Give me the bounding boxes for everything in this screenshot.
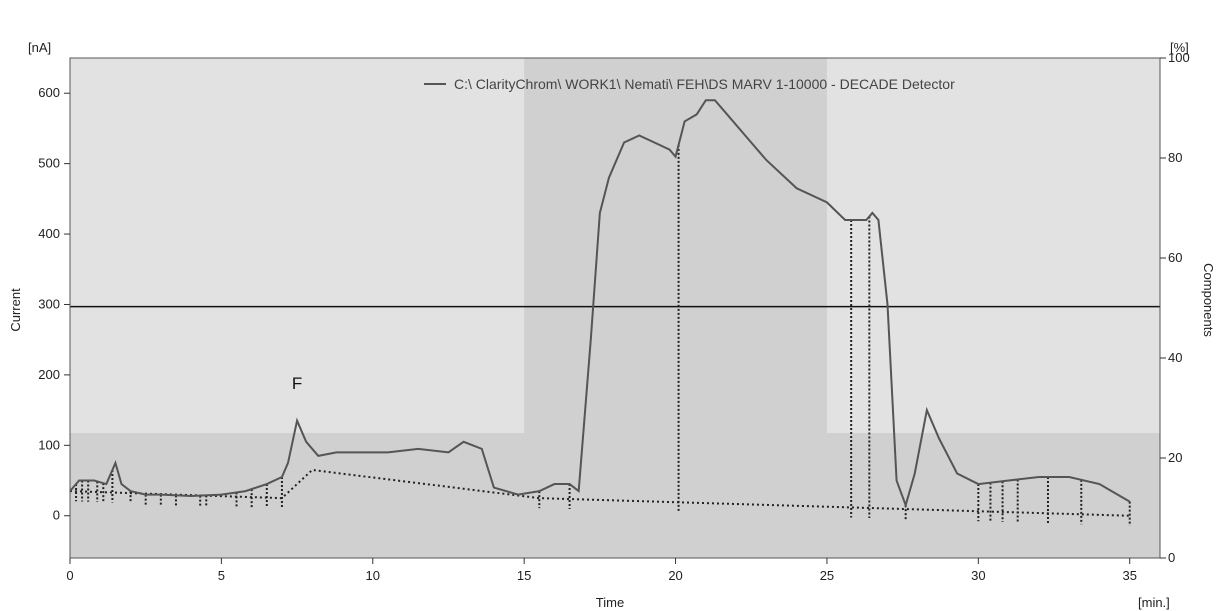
- x-tick-label: 25: [820, 568, 834, 583]
- y2-tick-label: 60: [1168, 250, 1182, 265]
- y-tick-label: 400: [38, 226, 60, 241]
- y2-tick-label: 100: [1168, 50, 1190, 65]
- y-axis: 0 100 200 300 400 500 600: [38, 85, 70, 523]
- y2-axis-unit: [%]: [1170, 40, 1189, 55]
- legend-label: C:\ ClarityChrom\ WORK1\ Nemati\ FEH\DS …: [454, 76, 955, 92]
- x-tick-label: 30: [971, 568, 985, 583]
- y2-tick-label: 40: [1168, 350, 1182, 365]
- y-tick-label: 300: [38, 296, 60, 311]
- x-tick-label: 35: [1122, 568, 1136, 583]
- plot-frame: [69, 57, 1161, 559]
- y2-axis: 0 20 40 60 80 100: [1160, 50, 1190, 565]
- x-axis-title: Time: [596, 595, 624, 610]
- y2-tick-label: 80: [1168, 150, 1182, 165]
- x-axis: 0 5 10 15 20 25 30 35: [66, 558, 1137, 583]
- y-tick-label: 0: [53, 508, 60, 523]
- x-tick-label: 15: [517, 568, 531, 583]
- y-tick-label: 200: [38, 367, 60, 382]
- y-tick-label: 100: [38, 437, 60, 452]
- y-axis-unit: [nA]: [28, 40, 51, 55]
- y2-axis-title: Components: [1201, 263, 1216, 337]
- peak-annotation: F: [292, 374, 302, 393]
- y2-tick-label: 0: [1168, 550, 1175, 565]
- peak-markers: [75, 144, 1131, 526]
- y-axis-title: Current: [8, 288, 23, 332]
- x-tick-label: 20: [668, 568, 682, 583]
- x-axis-unit: [min.]: [1138, 595, 1170, 610]
- y-tick-label: 500: [38, 156, 60, 171]
- y2-tick-label: 20: [1168, 450, 1182, 465]
- y-tick-label: 600: [38, 85, 60, 100]
- x-tick-label: 10: [366, 568, 380, 583]
- gradient-region: [70, 58, 1160, 558]
- x-tick-label: 0: [66, 568, 73, 583]
- x-tick-label: 5: [218, 568, 225, 583]
- signal-trace: [69, 99, 1131, 509]
